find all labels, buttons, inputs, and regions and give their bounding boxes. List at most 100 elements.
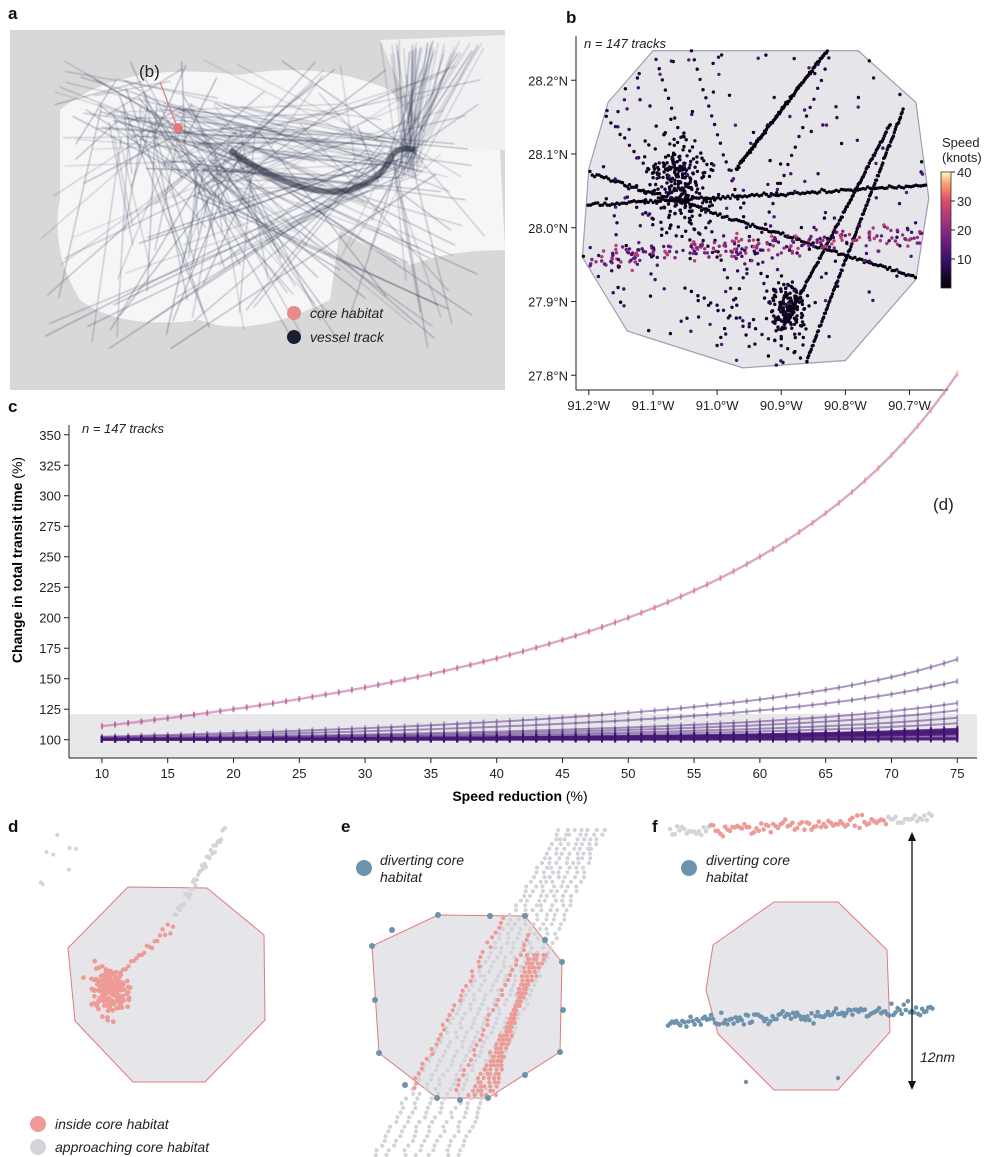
panel-c-point [140,736,143,743]
panel-c-point [443,735,445,742]
panel-b-point [848,247,852,252]
panel-c-point [719,736,722,743]
panel-a-track [183,95,214,149]
panel-a-track [98,103,224,205]
panel-c-point [653,723,656,730]
panel-b-point [678,208,682,212]
panel-b-point [688,163,692,167]
panel-b-point [588,169,592,174]
panel-c-y-tick-label: 275 [39,519,61,534]
panel-c-point [561,733,564,740]
panel-b-point [895,274,899,278]
panel-c-point [706,732,709,739]
panel-c-point [535,734,538,741]
panel-b-point [797,296,801,300]
panel-c-point [482,735,485,742]
panel-c-point [390,735,393,742]
panel-c-point [956,727,959,734]
panel-c-point [100,736,103,743]
panel-c-point [824,732,827,739]
panel-b-point [604,114,608,119]
panel-c-point [193,736,195,743]
panel-a-track [225,158,402,204]
panel-c-point [574,736,577,743]
panel-a-track [214,102,370,177]
panel-c-point [837,736,840,743]
panel-c-point [706,732,709,739]
panel-c-point [100,723,103,730]
panel-b-point [725,206,729,210]
panel-c-point [324,735,327,742]
panel-c-point [337,733,340,740]
panel-e-point-outside [429,1096,434,1101]
panel-c-point [758,736,761,743]
panel-c-point [627,736,630,743]
panel-c-point [272,736,274,742]
panel-c-point [482,735,485,742]
panel-c-point [337,736,340,743]
panel-b-point [857,224,862,228]
panel-c-point [311,736,314,743]
panel-b-point [736,244,741,248]
panel-b-point [741,215,746,219]
panel-b-point [807,66,811,70]
panel-e-point-outside [430,1119,435,1125]
panel-b-point [710,203,714,207]
panel-c-point [114,736,117,743]
panel-b-point [623,136,627,140]
panel-c-point [785,731,788,738]
panel-c-point [706,733,709,740]
panel-b-point [706,303,711,307]
panel-b-point [768,224,773,228]
panel-b-point [902,186,906,190]
panel-c-point [245,704,248,711]
panel-b-point [744,225,749,230]
panel-c-point [956,735,959,742]
panel-c-point [732,733,735,740]
panel-d-point-inside [170,924,176,929]
panel-c-point [377,681,380,688]
panel-c-point [245,736,248,743]
panel-c-point [206,736,209,743]
panel-b-point [716,308,720,313]
panel-c-point [377,735,380,742]
panel-c-point [482,734,485,741]
panel-b-point [658,199,663,203]
panel-b-point [644,170,649,174]
panel-c-point [956,656,959,663]
panel-c-point [877,729,880,736]
panel-b-point [835,115,839,120]
panel-c-x-tick-label: 40 [489,766,503,781]
panel-b-point [765,289,769,293]
panel-b-point [678,188,683,192]
panel-b-point [718,141,723,145]
panel-b-point [731,193,735,197]
panel-a-track [119,153,245,317]
panel-c-point [153,736,156,743]
panel-b-point [732,242,737,246]
panel-b-point [738,251,743,255]
panel-b-point [651,189,655,194]
panel-c-point [758,731,761,738]
panel-b-point [790,300,794,305]
panel-b-point [920,172,925,176]
panel-b-point [766,354,771,358]
panel-c-point [232,734,235,741]
panel-b-point [843,233,847,238]
panel-c-point [416,735,419,742]
panel-c-point [758,734,761,741]
panel-c-point [693,734,696,741]
panel-b-point [885,186,889,190]
panel-c-point [443,668,445,675]
panel-c-point [206,736,209,742]
panel-c-point [640,731,643,737]
panel-e-point-outside [450,1058,455,1063]
panel-c-point [364,735,367,742]
panel-e-point-outside [463,992,468,998]
panel-c-point [166,736,169,743]
panel-c-point [206,730,209,737]
panel-c-point [693,730,696,736]
panel-c-point [758,731,761,738]
panel-c-point [245,735,248,742]
panel-c-point [245,736,248,743]
